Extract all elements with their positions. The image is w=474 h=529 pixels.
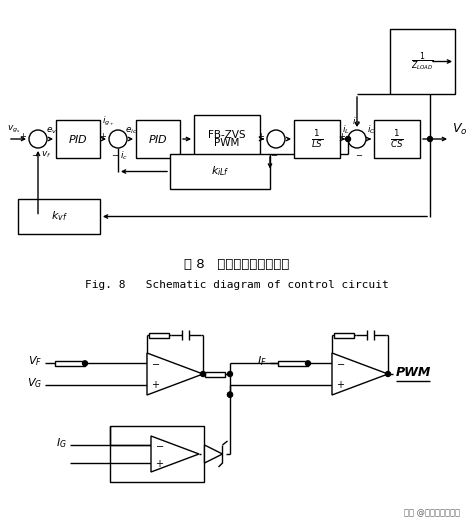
Text: $k_{iLf}$: $k_{iLf}$ xyxy=(210,165,229,178)
Text: $-$: $-$ xyxy=(151,358,160,368)
Polygon shape xyxy=(147,353,203,395)
Text: $+$: $+$ xyxy=(99,131,107,141)
Text: $\frac{1}{CS}$: $\frac{1}{CS}$ xyxy=(390,128,404,150)
Text: PWM: PWM xyxy=(396,367,431,379)
Text: $-$: $-$ xyxy=(111,149,119,158)
Circle shape xyxy=(385,371,391,377)
Text: $+$: $+$ xyxy=(257,131,265,141)
Text: $e_v$: $e_v$ xyxy=(46,125,57,136)
Text: $V_G$: $V_G$ xyxy=(27,376,42,389)
Circle shape xyxy=(201,371,206,377)
Text: 知乎 @北京稳固得电子: 知乎 @北京稳固得电子 xyxy=(404,508,460,517)
Text: 图 8   控制电路的原理框图: 图 8 控制电路的原理框图 xyxy=(184,259,290,271)
Bar xyxy=(110,426,204,482)
Text: $+$: $+$ xyxy=(338,131,346,141)
Bar xyxy=(194,115,260,163)
Text: FB-ZVS: FB-ZVS xyxy=(208,130,246,140)
Text: $-$: $-$ xyxy=(355,149,363,158)
Text: $k_{vf}$: $k_{vf}$ xyxy=(51,209,67,223)
Bar xyxy=(149,333,169,338)
Text: $\frac{1}{LS}$: $\frac{1}{LS}$ xyxy=(311,128,323,150)
Bar xyxy=(56,120,100,158)
Bar xyxy=(278,361,308,366)
Bar xyxy=(294,120,340,158)
Text: $+$: $+$ xyxy=(19,131,27,141)
Text: $I_G$: $I_G$ xyxy=(56,436,67,450)
Text: $V_o$: $V_o$ xyxy=(452,122,467,137)
Polygon shape xyxy=(204,445,222,463)
Text: $i_O$: $i_O$ xyxy=(352,115,362,128)
Bar xyxy=(374,120,420,158)
Text: $PID$: $PID$ xyxy=(68,133,88,145)
Bar xyxy=(18,199,100,234)
Text: $i_L$: $i_L$ xyxy=(342,123,350,136)
Text: $V_F$: $V_F$ xyxy=(28,354,42,368)
Text: $i_C$: $i_C$ xyxy=(367,123,376,136)
Bar xyxy=(390,29,455,94)
Circle shape xyxy=(306,361,310,366)
Text: PWM: PWM xyxy=(214,138,240,148)
Circle shape xyxy=(228,371,233,377)
Text: $I_F$: $I_F$ xyxy=(257,354,267,368)
Text: $-$: $-$ xyxy=(31,149,39,158)
Text: $-$: $-$ xyxy=(270,149,278,158)
Circle shape xyxy=(346,136,350,141)
Text: $v_{g_s}$: $v_{g_s}$ xyxy=(7,124,20,135)
Text: $-$: $-$ xyxy=(155,440,164,450)
Circle shape xyxy=(109,130,127,148)
Circle shape xyxy=(228,392,233,397)
Text: $v_f$: $v_f$ xyxy=(41,150,51,160)
Bar xyxy=(334,333,354,338)
Circle shape xyxy=(29,130,47,148)
Text: $i_{c}$: $i_{c}$ xyxy=(120,150,128,162)
Circle shape xyxy=(428,136,432,141)
Bar xyxy=(170,154,270,189)
Text: $-$: $-$ xyxy=(336,358,345,368)
Bar xyxy=(55,361,85,366)
Polygon shape xyxy=(151,436,199,472)
Polygon shape xyxy=(332,353,388,395)
Text: Fig. 8   Schematic diagram of control circuit: Fig. 8 Schematic diagram of control circ… xyxy=(85,280,389,290)
Text: $e_{ic}$: $e_{ic}$ xyxy=(125,125,138,136)
Circle shape xyxy=(267,130,285,148)
Circle shape xyxy=(348,130,366,148)
Text: $+$: $+$ xyxy=(155,458,164,469)
Circle shape xyxy=(82,361,88,366)
Text: $\frac{1}{Z_{LOAD}}$: $\frac{1}{Z_{LOAD}}$ xyxy=(411,50,434,73)
Circle shape xyxy=(228,392,233,397)
Text: $PID$: $PID$ xyxy=(148,133,168,145)
Bar xyxy=(136,120,180,158)
Text: $+$: $+$ xyxy=(336,379,345,390)
Bar xyxy=(205,371,225,377)
Text: $i_{g_+}$: $i_{g_+}$ xyxy=(102,115,115,128)
Text: $+$: $+$ xyxy=(151,379,160,390)
